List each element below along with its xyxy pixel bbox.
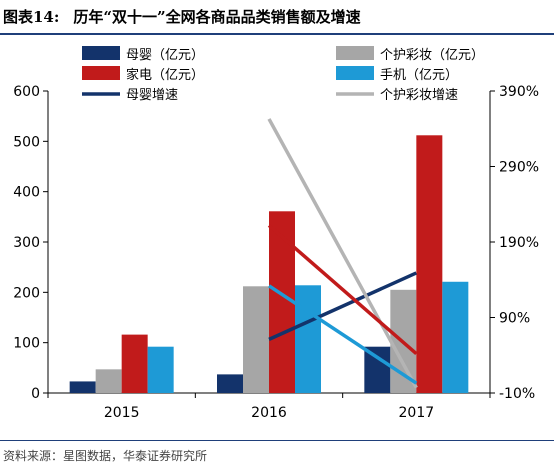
y-tick-label: 100 [13,336,40,352]
x-tick-label: 2017 [399,405,435,421]
y2-tick-label: 190% [499,235,539,251]
figure-number: 图表14: [3,8,60,26]
growth-lines [267,118,418,389]
footer-rule [0,440,554,441]
legend-label: 个护彩妆增速 [380,88,458,103]
y-axis-right: -10% 90% 190% 290% 390% [489,84,539,402]
legend-swatch [336,46,374,60]
legend-label: 个护彩妆（亿元） [380,48,484,63]
y2-tick-label: 290% [499,160,539,176]
bar [121,334,148,393]
legend-label: 母婴（亿元） [126,48,204,63]
x-tick-label: 2015 [104,405,140,421]
y-tick-label: 0 [31,386,40,402]
bar [217,374,243,393]
bar [416,135,443,393]
y2-tick-label: 90% [499,311,530,327]
figure-source: 资料来源：星图数据，华泰证券研究所 [3,449,208,463]
legend-label: 手机（亿元） [380,68,458,83]
figure-title-text: 历年“双十一”全网各商品品类销售额及增速 [73,8,361,26]
y2-tick-label: -10% [499,386,535,402]
y-tick-label: 300 [13,235,40,251]
y-tick-label: 400 [13,185,40,201]
legend-swatch [82,66,120,80]
growth-line [268,271,418,341]
y-axis-left: 0 100 200 300 400 500 600 [13,84,49,402]
x-axis: 2015 2016 2017 [47,392,491,421]
bars [69,135,469,393]
legend-swatch [82,46,120,60]
bar [364,346,391,393]
bar [295,285,321,393]
y-tick-label: 200 [13,285,40,301]
chart: 母婴（亿元） 个护彩妆（亿元） 家电（亿元） 手机（亿元） 母婴增速 个护彩妆增速 0 10… [13,46,539,421]
legend: 母婴（亿元） 个护彩妆（亿元） 家电（亿元） 手机（亿元） 母婴增速 个护彩妆增速 [82,46,484,103]
bar [147,346,174,393]
bar [95,369,122,393]
legend-label: 母婴增速 [126,88,178,103]
bar [442,281,469,393]
x-tick-label: 2016 [251,405,287,421]
legend-swatch [336,66,374,80]
growth-line [267,118,418,389]
growth-line [267,224,418,356]
y-tick-label: 600 [13,84,40,100]
y2-tick-label: 390% [499,84,539,100]
growth-line [268,284,418,385]
y-tick-label: 500 [13,134,40,150]
legend-label: 家电（亿元） [126,67,204,83]
bar [69,381,96,393]
bar [243,286,269,393]
figure-header: 图表14: 历年“双十一”全网各商品品类销售额及增速 [0,0,554,36]
header-rule [0,33,554,35]
figure-title: 图表14: 历年“双十一”全网各商品品类销售额及增速 [3,6,361,27]
